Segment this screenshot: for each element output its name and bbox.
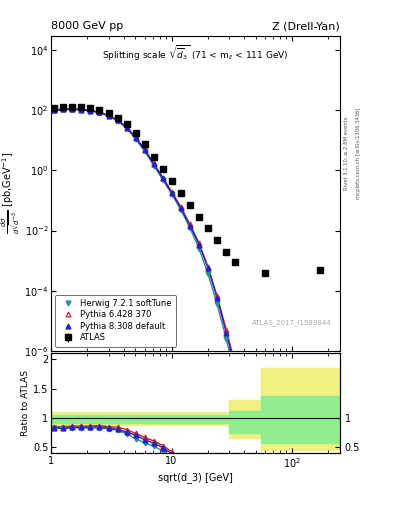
Pythia 6.428 370 — [224, 327, 229, 333]
Pythia 6.428 370 — [151, 160, 156, 166]
Pythia 8.308 default — [178, 205, 183, 211]
Pythia 6.428 370 — [70, 106, 75, 112]
Herwig 7.2.1 softTune — [233, 372, 238, 378]
Line: Pythia 8.308 default: Pythia 8.308 default — [52, 106, 238, 371]
Pythia 6.428 370 — [52, 107, 57, 113]
Herwig 7.2.1 softTune — [215, 301, 220, 307]
Pythia 8.308 default — [151, 161, 156, 167]
X-axis label: sqrt(d_3) [GeV]: sqrt(d_3) [GeV] — [158, 473, 233, 483]
Pythia 8.308 default — [79, 106, 84, 113]
Pythia 8.308 default — [206, 265, 211, 271]
Pythia 6.428 370 — [61, 106, 66, 112]
Herwig 7.2.1 softTune — [187, 225, 192, 231]
Pythia 6.428 370 — [215, 293, 220, 300]
Text: Splitting scale $\sqrt{\overline{d}_3}$ (71 < m$_{ll}$ < 111 GeV): Splitting scale $\sqrt{\overline{d}_3}$ … — [102, 44, 289, 63]
Line: Herwig 7.2.1 softTune: Herwig 7.2.1 softTune — [52, 107, 238, 378]
Pythia 8.308 default — [133, 135, 138, 141]
Herwig 7.2.1 softTune — [115, 118, 120, 124]
Pythia 6.428 370 — [106, 112, 111, 118]
Herwig 7.2.1 softTune — [106, 113, 111, 119]
Pythia 6.428 370 — [178, 204, 183, 210]
Pythia 8.308 default — [124, 124, 129, 131]
Pythia 8.308 default — [115, 117, 120, 123]
Pythia 6.428 370 — [169, 189, 174, 195]
Herwig 7.2.1 softTune — [151, 162, 156, 168]
Legend: Herwig 7.2.1 softTune, Pythia 6.428 370, Pythia 8.308 default, ATLAS: Herwig 7.2.1 softTune, Pythia 6.428 370,… — [55, 295, 176, 347]
Pythia 6.428 370 — [88, 108, 93, 114]
Y-axis label: $\frac{d\sigma}{d\sqrt{d^{-3}}}$ [pb,GeV$^{-1}$]: $\frac{d\sigma}{d\sqrt{d^{-3}}}$ [pb,GeV… — [0, 152, 23, 234]
Herwig 7.2.1 softTune — [124, 125, 129, 131]
Herwig 7.2.1 softTune — [52, 107, 57, 113]
Text: Rivet 3.1.10, ≥ 2.8M events: Rivet 3.1.10, ≥ 2.8M events — [344, 117, 349, 190]
Herwig 7.2.1 softTune — [224, 336, 229, 342]
Pythia 8.308 default — [233, 366, 238, 372]
Pythia 8.308 default — [197, 242, 202, 248]
Pythia 6.428 370 — [206, 264, 211, 270]
Herwig 7.2.1 softTune — [169, 191, 174, 198]
Pythia 8.308 default — [52, 107, 57, 113]
Herwig 7.2.1 softTune — [197, 246, 202, 252]
Y-axis label: Ratio to ATLAS: Ratio to ATLAS — [21, 370, 30, 436]
Pythia 6.428 370 — [124, 124, 129, 130]
Pythia 8.308 default — [224, 330, 229, 336]
Line: Pythia 6.428 370: Pythia 6.428 370 — [52, 106, 238, 367]
Pythia 8.308 default — [142, 147, 147, 153]
Text: mcplots.cern.ch [arXiv:1306.3436]: mcplots.cern.ch [arXiv:1306.3436] — [356, 108, 361, 199]
Pythia 6.428 370 — [142, 146, 147, 153]
Pythia 8.308 default — [70, 106, 75, 112]
Pythia 6.428 370 — [160, 175, 165, 181]
Pythia 8.308 default — [61, 106, 66, 113]
Herwig 7.2.1 softTune — [79, 106, 84, 113]
Pythia 8.308 default — [187, 223, 192, 229]
Herwig 7.2.1 softTune — [142, 148, 147, 155]
Text: Z (Drell-Yan): Z (Drell-Yan) — [272, 21, 340, 31]
Herwig 7.2.1 softTune — [61, 106, 66, 113]
Pythia 6.428 370 — [197, 240, 202, 246]
Pythia 8.308 default — [106, 113, 111, 119]
Pythia 8.308 default — [215, 295, 220, 302]
Pythia 6.428 370 — [133, 134, 138, 140]
Pythia 8.308 default — [169, 190, 174, 196]
Pythia 8.308 default — [88, 108, 93, 114]
Pythia 6.428 370 — [115, 117, 120, 123]
Herwig 7.2.1 softTune — [133, 136, 138, 142]
Pythia 8.308 default — [97, 110, 102, 116]
Herwig 7.2.1 softTune — [160, 177, 165, 183]
Pythia 6.428 370 — [233, 361, 238, 368]
Herwig 7.2.1 softTune — [206, 271, 211, 278]
Herwig 7.2.1 softTune — [88, 108, 93, 114]
Herwig 7.2.1 softTune — [97, 110, 102, 116]
Pythia 6.428 370 — [97, 109, 102, 115]
Text: ATLAS_2017_I1589844: ATLAS_2017_I1589844 — [252, 319, 331, 326]
Pythia 6.428 370 — [79, 106, 84, 113]
Pythia 8.308 default — [160, 176, 165, 182]
Herwig 7.2.1 softTune — [178, 207, 183, 213]
Text: 8000 GeV pp: 8000 GeV pp — [51, 21, 123, 31]
Pythia 6.428 370 — [187, 221, 192, 227]
Herwig 7.2.1 softTune — [70, 106, 75, 112]
